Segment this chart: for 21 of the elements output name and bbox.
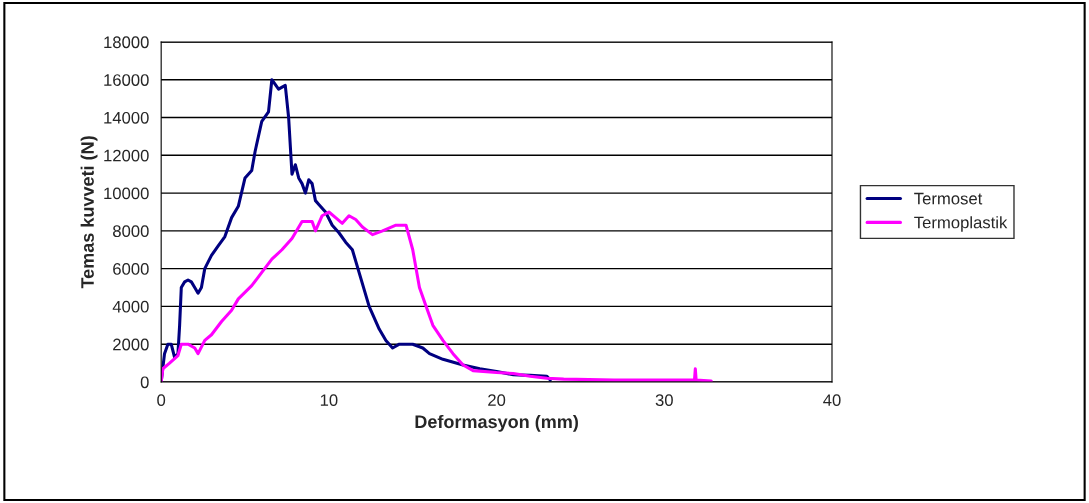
line-series xyxy=(161,210,713,382)
y-tick-label: 18000 xyxy=(104,36,149,49)
y-tick-label: 8000 xyxy=(113,225,149,238)
y-tick-label: 16000 xyxy=(104,74,149,86)
y-tick-label: 10000 xyxy=(104,187,149,200)
y-tick-label: 12000 xyxy=(104,149,149,162)
x-tick-label: 0 xyxy=(157,394,166,407)
y-tick-label: 0 xyxy=(140,376,149,389)
x-tick-label: 20 xyxy=(488,394,506,407)
y-axis-title: Temas kuvveti (N) xyxy=(80,136,98,289)
legend-label: Termoplastik xyxy=(914,216,1008,232)
legend-label: Termoset xyxy=(914,192,983,205)
line-series xyxy=(161,78,552,382)
x-axis-title: Deformasyon (mm) xyxy=(415,414,578,432)
y-tick-label: 4000 xyxy=(112,300,149,313)
x-tick-label: 10 xyxy=(320,394,338,407)
x-tick-label: 40 xyxy=(823,394,841,407)
y-tick-label: 14000 xyxy=(104,111,149,124)
y-tick-label: 2000 xyxy=(113,338,149,351)
y-tick-label: 6000 xyxy=(113,263,149,275)
x-tick-label: 30 xyxy=(655,394,673,407)
